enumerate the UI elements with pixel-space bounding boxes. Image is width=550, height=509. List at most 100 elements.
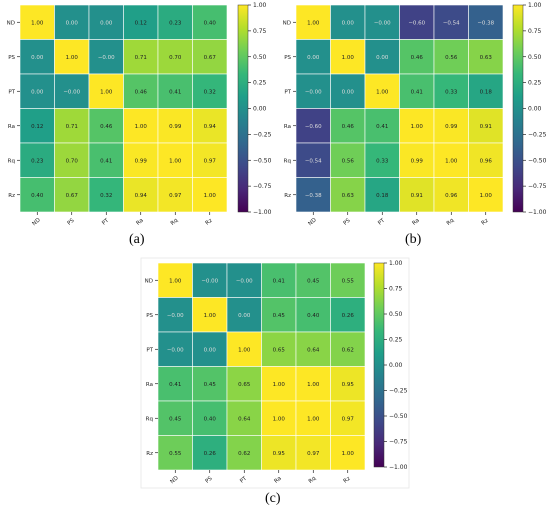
x-tick-label: Rz bbox=[205, 218, 214, 227]
cell-value-label: 0.91 bbox=[411, 193, 423, 199]
cell-value-label: 0.62 bbox=[342, 347, 354, 353]
heatmap-cell-a-Ra-PS bbox=[54, 108, 90, 144]
cell-value-label: −0.54 bbox=[443, 20, 460, 26]
heatmap-cell-b-Rq-ND bbox=[295, 142, 331, 178]
heatmap-cell-b-ND-Ra bbox=[399, 4, 435, 40]
colorbar-tick-label: 0.50 bbox=[253, 54, 267, 61]
colorbar-tick-label: −1.00 bbox=[528, 209, 547, 216]
cell-value-label: 0.65 bbox=[238, 382, 251, 388]
cell-value-label: 1.00 bbox=[342, 451, 355, 457]
colorbar-tick-label: 1.00 bbox=[528, 2, 542, 9]
heatmap-cell-c-PS-PS bbox=[192, 297, 228, 333]
colorbar-tick-label: 0.25 bbox=[389, 337, 403, 344]
cell-value-label: 1.00 bbox=[445, 158, 458, 164]
cell-value-label: −0.54 bbox=[305, 158, 322, 164]
cell-value-label: 0.41 bbox=[376, 124, 388, 130]
cell-value-label: −0.60 bbox=[305, 124, 322, 130]
cell-value-label: 1.00 bbox=[31, 20, 44, 26]
colorbar-tick-label: 0.25 bbox=[528, 80, 542, 87]
heatmap-cell-a-PT-Rq bbox=[157, 73, 193, 109]
x-tick-label: PS bbox=[205, 475, 214, 484]
heatmap-cell-a-Ra-ND bbox=[19, 108, 55, 144]
heatmap-cell-b-PT-Rz bbox=[468, 73, 504, 109]
y-tick-label: Rz bbox=[8, 193, 15, 199]
heatmap-cell-b-Rz-PS bbox=[330, 177, 366, 213]
heatmap-cell-a-PT-PS bbox=[54, 73, 90, 109]
heatmap-cell-b-Rz-Rz bbox=[468, 177, 504, 213]
x-tick-label: Rq bbox=[308, 476, 317, 485]
cell-value-label: 0.97 bbox=[307, 451, 320, 457]
heatmap-cell-a-PS-Rz bbox=[192, 39, 228, 75]
cell-value-label: −0.00 bbox=[167, 347, 184, 353]
cell-value-label: 0.41 bbox=[169, 89, 181, 95]
heatmap-panel-c: 1.00 −0.00 −0.00 0.41 0.45 0.55 −0.00 1.00 0.00 0… bbox=[145, 260, 408, 485]
heatmap-cell-b-Rz-Ra bbox=[399, 177, 435, 213]
x-tick-label: Rq bbox=[170, 218, 179, 227]
x-tick-label: Ra bbox=[273, 476, 282, 485]
colorbar-tick-label: 0.00 bbox=[253, 106, 267, 113]
colorbar-tick-label: −0.50 bbox=[389, 413, 408, 420]
panel-label-c: (c) bbox=[265, 491, 281, 506]
cell-value-label: 1.00 bbox=[273, 416, 286, 422]
cell-value-label: 0.96 bbox=[445, 193, 458, 199]
cell-value-label: 0.40 bbox=[31, 193, 44, 199]
cell-value-label: 0.32 bbox=[100, 193, 112, 199]
heatmap-cell-a-PT-Ra bbox=[123, 73, 159, 109]
cell-value-label: −0.38 bbox=[477, 20, 494, 26]
heatmap-cell-a-PS-Ra bbox=[123, 39, 159, 75]
cell-value-label: 0.00 bbox=[238, 313, 251, 319]
heatmap-cell-b-PS-Rz bbox=[468, 39, 504, 75]
cell-value-label: 1.00 bbox=[480, 193, 493, 199]
colorbar-tick-label: 0.75 bbox=[528, 28, 542, 35]
heatmap-cell-a-Rq-Rq bbox=[157, 142, 193, 178]
heatmap-cell-b-Rz-Rq bbox=[433, 177, 469, 213]
cell-value-label: −0.00 bbox=[201, 278, 218, 284]
heatmap-cell-b-Ra-PS bbox=[330, 108, 366, 144]
heatmap-cell-b-ND-Rq bbox=[433, 4, 469, 40]
y-tick-label: PS bbox=[8, 55, 15, 61]
y-tick-label: Rq bbox=[284, 158, 291, 164]
colorbar-tick-label: −0.75 bbox=[389, 439, 408, 446]
cell-value-label: 0.00 bbox=[31, 89, 44, 95]
y-tick-label: Ra bbox=[146, 382, 153, 388]
heatmap-cell-b-PS-ND bbox=[295, 39, 331, 75]
heatmap-cell-a-Rz-ND bbox=[19, 177, 55, 213]
cell-value-label: 0.23 bbox=[31, 158, 44, 164]
colorbar-tick-label: −0.25 bbox=[389, 388, 408, 395]
cell-value-label: 0.45 bbox=[273, 313, 286, 319]
cell-value-label: 0.99 bbox=[169, 124, 182, 130]
cell-value-label: 0.46 bbox=[100, 124, 113, 130]
heatmap-cell-c-PT-Rq bbox=[295, 331, 331, 367]
cell-value-label: 0.26 bbox=[204, 451, 217, 457]
colorbar-tick-label: 0.75 bbox=[253, 28, 267, 35]
heatmap-cell-b-Ra-ND bbox=[295, 108, 331, 144]
colorbar-tick-label: 0.50 bbox=[389, 311, 403, 318]
heatmap-cell-c-Rq-PS bbox=[192, 400, 228, 436]
x-tick-label: PS bbox=[67, 217, 76, 226]
cell-value-label: 0.00 bbox=[31, 55, 44, 61]
cell-value-label: 0.62 bbox=[238, 451, 250, 457]
y-tick-label: PS bbox=[284, 55, 291, 61]
cell-value-label: 1.00 bbox=[238, 347, 251, 353]
heatmap-cell-b-PT-PS bbox=[330, 73, 366, 109]
y-tick-label: ND bbox=[283, 20, 291, 26]
cell-value-label: 0.12 bbox=[31, 124, 43, 130]
heatmap-cell-a-PS-PS bbox=[54, 39, 90, 75]
cell-value-label: 0.55 bbox=[342, 278, 355, 284]
x-tick-label: Rq bbox=[446, 218, 455, 227]
cell-value-label: 1.00 bbox=[342, 55, 355, 61]
cell-value-label: −0.00 bbox=[374, 20, 391, 26]
cell-value-label: 0.40 bbox=[204, 20, 217, 26]
x-tick-label: Rz bbox=[481, 218, 490, 227]
heatmap-panel-a: 1.00 0.00 0.00 0.12 0.23 0.40 0.00 1.00 −0.00 0.7… bbox=[7, 2, 272, 227]
heatmap-cell-b-Rq-PT bbox=[364, 142, 400, 178]
heatmap-cell-b-PS-PT bbox=[364, 39, 400, 75]
cell-value-label: 0.64 bbox=[238, 416, 251, 422]
heatmap-cell-c-Ra-Rq bbox=[295, 366, 331, 402]
cell-value-label: 0.00 bbox=[342, 20, 355, 26]
colorbar-tick-label: 0.00 bbox=[528, 106, 542, 113]
x-tick-label: PS bbox=[343, 217, 352, 226]
colorbar-tick-label: −0.25 bbox=[528, 131, 547, 138]
colorbar-tick-label: 0.75 bbox=[389, 286, 403, 293]
